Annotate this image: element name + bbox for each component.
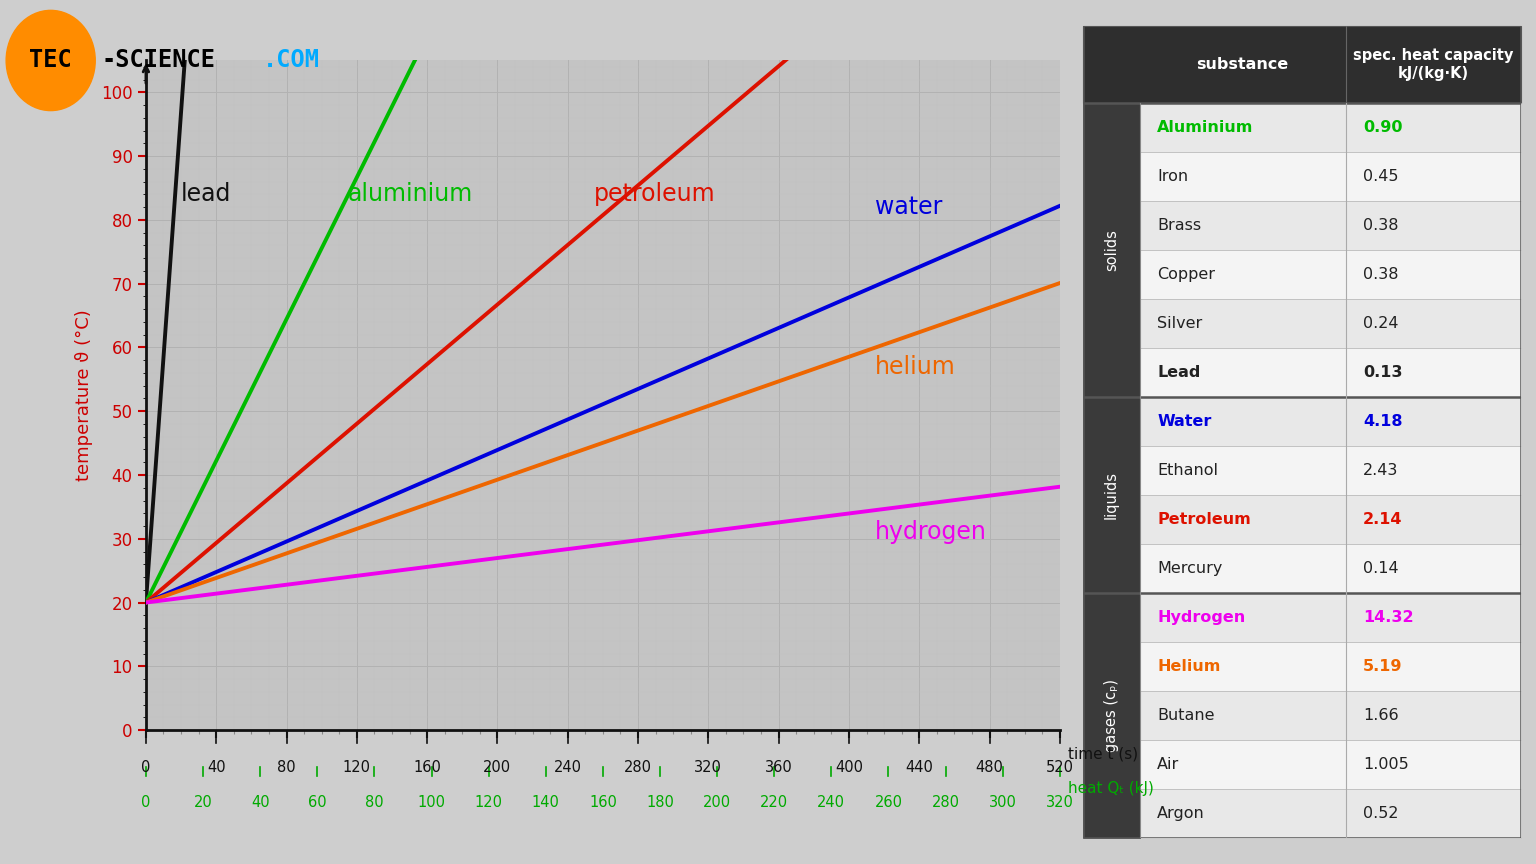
Text: 400: 400 bbox=[836, 760, 863, 775]
Text: Aluminium: Aluminium bbox=[1157, 120, 1253, 135]
Text: heat Qₜ (kJ): heat Qₜ (kJ) bbox=[1068, 781, 1154, 797]
Text: 40: 40 bbox=[250, 795, 269, 810]
Text: Copper: Copper bbox=[1157, 267, 1215, 282]
Text: 0.90: 0.90 bbox=[1362, 120, 1402, 135]
Text: 2.43: 2.43 bbox=[1362, 463, 1398, 478]
Bar bbox=[1140, 593, 1521, 642]
Text: -SCIENCE: -SCIENCE bbox=[101, 48, 215, 73]
Text: 220: 220 bbox=[760, 795, 788, 810]
Bar bbox=[1140, 495, 1521, 544]
Text: 0.14: 0.14 bbox=[1362, 561, 1399, 576]
Text: Silver: Silver bbox=[1157, 316, 1203, 331]
Text: Hydrogen: Hydrogen bbox=[1157, 610, 1246, 625]
Text: lead: lead bbox=[181, 182, 232, 206]
Text: spec. heat capacity
kJ/(kg·K): spec. heat capacity kJ/(kg·K) bbox=[1353, 48, 1513, 81]
Text: Argon: Argon bbox=[1157, 806, 1206, 821]
Bar bbox=[1140, 691, 1521, 740]
Text: TEC: TEC bbox=[29, 48, 72, 73]
Bar bbox=[1083, 103, 1140, 397]
Text: substance: substance bbox=[1197, 57, 1289, 72]
Text: 0.13: 0.13 bbox=[1362, 365, 1402, 380]
Text: Mercury: Mercury bbox=[1157, 561, 1223, 576]
Text: Helium: Helium bbox=[1157, 659, 1221, 674]
Text: Brass: Brass bbox=[1157, 218, 1201, 233]
Text: 120: 120 bbox=[475, 795, 502, 810]
Text: 0: 0 bbox=[141, 760, 151, 775]
Text: 200: 200 bbox=[484, 760, 511, 775]
Text: 0.52: 0.52 bbox=[1362, 806, 1399, 821]
Bar bbox=[1140, 201, 1521, 250]
Text: gases (cₚ): gases (cₚ) bbox=[1104, 679, 1118, 752]
Text: 5.19: 5.19 bbox=[1362, 659, 1402, 674]
Text: Lead: Lead bbox=[1157, 365, 1201, 380]
Text: petroleum: petroleum bbox=[594, 182, 716, 206]
Text: 1.005: 1.005 bbox=[1362, 757, 1409, 772]
Text: 200: 200 bbox=[703, 795, 731, 810]
Text: 440: 440 bbox=[905, 760, 934, 775]
Bar bbox=[1140, 250, 1521, 299]
Text: liquids: liquids bbox=[1104, 471, 1118, 519]
Text: Water: Water bbox=[1157, 414, 1212, 429]
Bar bbox=[1140, 740, 1521, 789]
Text: 2.14: 2.14 bbox=[1362, 512, 1402, 527]
Text: 0: 0 bbox=[141, 795, 151, 810]
Text: 100: 100 bbox=[418, 795, 445, 810]
Text: Air: Air bbox=[1157, 757, 1180, 772]
Text: 280: 280 bbox=[932, 795, 960, 810]
Text: Butane: Butane bbox=[1157, 708, 1215, 723]
Text: hydrogen: hydrogen bbox=[876, 520, 988, 544]
Text: 320: 320 bbox=[1046, 795, 1074, 810]
Text: 480: 480 bbox=[975, 760, 1003, 775]
Text: 520: 520 bbox=[1046, 760, 1074, 775]
Text: 0.24: 0.24 bbox=[1362, 316, 1399, 331]
Text: Petroleum: Petroleum bbox=[1157, 512, 1250, 527]
Text: 0.38: 0.38 bbox=[1362, 218, 1399, 233]
Text: 280: 280 bbox=[624, 760, 651, 775]
Text: 140: 140 bbox=[531, 795, 559, 810]
Circle shape bbox=[6, 10, 95, 111]
Bar bbox=[1140, 789, 1521, 838]
Text: time t (s): time t (s) bbox=[1068, 746, 1138, 762]
Text: 0.38: 0.38 bbox=[1362, 267, 1399, 282]
Bar bbox=[1083, 397, 1140, 593]
Text: 1.66: 1.66 bbox=[1362, 708, 1399, 723]
Text: aluminium: aluminium bbox=[349, 182, 473, 206]
Text: 180: 180 bbox=[647, 795, 674, 810]
Text: 160: 160 bbox=[413, 760, 441, 775]
Bar bbox=[1140, 397, 1521, 446]
Text: 120: 120 bbox=[343, 760, 370, 775]
Text: 80: 80 bbox=[276, 760, 296, 775]
Text: Ethanol: Ethanol bbox=[1157, 463, 1218, 478]
Text: 14.32: 14.32 bbox=[1362, 610, 1413, 625]
Text: Iron: Iron bbox=[1157, 169, 1189, 184]
Text: 60: 60 bbox=[307, 795, 327, 810]
Bar bbox=[1140, 103, 1521, 152]
Bar bbox=[1083, 593, 1140, 838]
Bar bbox=[1140, 348, 1521, 397]
Text: 20: 20 bbox=[194, 795, 212, 810]
Text: 4.18: 4.18 bbox=[1362, 414, 1402, 429]
Bar bbox=[1140, 642, 1521, 691]
Text: 320: 320 bbox=[694, 760, 722, 775]
Bar bbox=[1140, 544, 1521, 593]
Text: .COM: .COM bbox=[263, 48, 319, 73]
Bar bbox=[1140, 299, 1521, 348]
Text: 360: 360 bbox=[765, 760, 793, 775]
Text: solids: solids bbox=[1104, 229, 1118, 271]
Text: 240: 240 bbox=[817, 795, 845, 810]
Text: 80: 80 bbox=[366, 795, 384, 810]
Bar bbox=[1140, 152, 1521, 201]
Text: 0.45: 0.45 bbox=[1362, 169, 1399, 184]
Text: 260: 260 bbox=[874, 795, 903, 810]
Text: 300: 300 bbox=[989, 795, 1017, 810]
Y-axis label: temperature ϑ (°C): temperature ϑ (°C) bbox=[75, 309, 92, 481]
Text: 160: 160 bbox=[588, 795, 617, 810]
Text: 240: 240 bbox=[554, 760, 582, 775]
Text: helium: helium bbox=[876, 354, 955, 378]
Bar bbox=[1083, 26, 1521, 103]
Bar bbox=[1140, 446, 1521, 495]
Text: 40: 40 bbox=[207, 760, 226, 775]
Text: water: water bbox=[876, 195, 943, 219]
